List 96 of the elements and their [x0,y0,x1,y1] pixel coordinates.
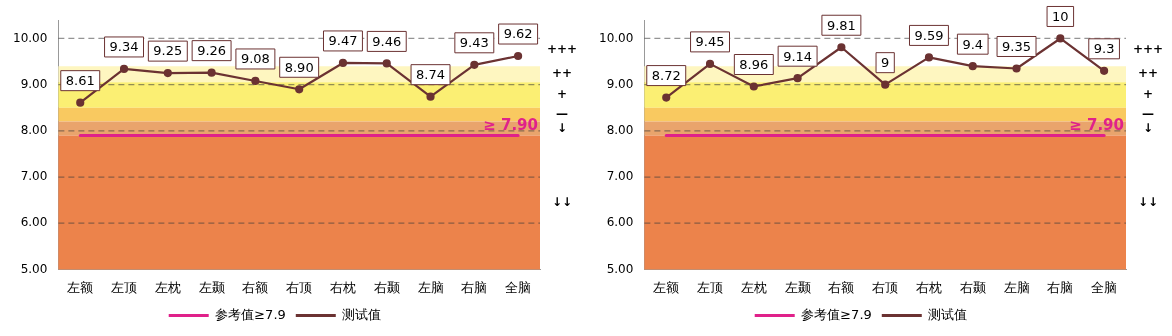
data-label: 9.35 [1002,38,1032,54]
data-label: 9.08 [240,51,270,67]
y-tick-label: 5.00 [606,261,634,276]
x-tick-label: 左顶 [111,279,138,295]
point [163,69,172,78]
annotation: ≥ 7.90 [1069,115,1124,134]
x-tick-label: 右额 [828,279,855,295]
data-label: 8.61 [65,73,95,89]
point [426,92,435,101]
x-tick-label: 右枕 [329,279,356,295]
point [881,80,890,89]
data-label: 9.62 [503,26,533,42]
data-label: 9.43 [459,35,489,51]
x-tick-label: 右颞 [959,279,986,295]
x-tick-label: 右额 [242,279,269,295]
x-tick-label: 左脑 [417,279,444,295]
x-tick-label: 全脑 [505,279,532,295]
data-label: 9.34 [109,39,139,55]
band-label: ↓ [1142,120,1154,135]
y-tick-label: 10.00 [12,30,48,45]
text: +++ [1132,42,1164,57]
point [793,74,802,83]
data-label: 8.72 [651,67,681,83]
x-tick-label: 右颞 [373,279,400,295]
y-tick-label: 9.00 [20,76,48,91]
data-label: 9.47 [328,33,358,49]
data-label: 9.59 [914,27,944,43]
legend-label: 参考值≥7.9 [215,306,286,322]
x-tick-label: 右顶 [872,279,899,295]
band-label: ↓↓ [1137,194,1159,209]
point [968,62,977,71]
y-tick-label: 6.00 [20,215,48,230]
y-tick-label: 5.00 [20,261,48,276]
x-tick-label: 左额 [67,279,94,295]
y-tick-label: 8.00 [606,122,634,137]
band-label: + [556,87,568,102]
point [295,85,304,94]
point [662,93,671,102]
band-label: — [556,106,568,121]
legend-label: 测试值 [928,306,968,322]
point [837,43,846,52]
data-label: 9.81 [826,17,856,33]
band-label: ↓ [556,120,568,135]
point [1056,34,1065,43]
point [119,64,129,74]
data-label: 8.96 [739,56,769,72]
data-label: 8.74 [416,67,446,83]
point [251,76,260,86]
y-tick-label: 6.00 [606,215,634,230]
data-label: 9.3 [1093,41,1115,57]
data-label: 9.26 [197,43,227,59]
data-label: 9.14 [783,48,813,64]
x-tick-label: 左额 [653,279,680,295]
point [924,53,934,62]
legend-label: 测试值 [342,306,382,322]
point [1012,64,1021,73]
y-tick-label: 9.00 [606,76,634,91]
x-tick-label: 左脑 [1003,279,1030,295]
legend-label: 参考值≥7.9 [801,306,872,322]
x-tick-label: 右顶 [286,279,313,295]
text: +++ [546,42,578,57]
data-label: 9.4 [962,36,984,52]
x-tick-label: 全脑 [1091,279,1118,295]
data-label: 9.45 [695,34,725,50]
y-tick-label: 7.00 [606,169,634,184]
data-label: 9.46 [372,33,402,49]
band-label: ++ [1137,66,1159,81]
x-tick-label: 左枕 [154,279,181,295]
point [76,98,85,107]
y-tick-label: 10.00 [598,30,634,45]
point [1100,66,1109,75]
x-tick-label: 右脑 [1047,279,1074,295]
y-tick-label: 7.00 [20,169,48,184]
band-label: ++ [551,66,573,81]
x-tick-label: 左枕 [740,279,767,295]
point [382,59,391,68]
data-label: 9 [881,55,890,71]
data-label: 10 [1052,8,1069,24]
point [705,59,715,68]
annotation: ≥ 7.90 [483,115,538,134]
x-tick-label: 左颞 [784,279,811,295]
point [338,58,348,68]
y-tick-label: 8.00 [20,122,48,137]
x-tick-label: 右脑 [461,279,488,295]
x-tick-label: 左颞 [198,279,225,295]
data-label: 8.90 [284,59,314,75]
x-tick-label: 右枕 [915,279,942,295]
band-label: — [1142,106,1154,121]
band-label: ↓↓ [551,194,573,209]
point [207,68,216,77]
band-label: + [1142,87,1154,102]
data-label: 9.25 [153,43,183,59]
point [470,60,479,69]
point [514,51,523,61]
point [749,82,758,91]
x-tick-label: 左顶 [697,279,724,295]
